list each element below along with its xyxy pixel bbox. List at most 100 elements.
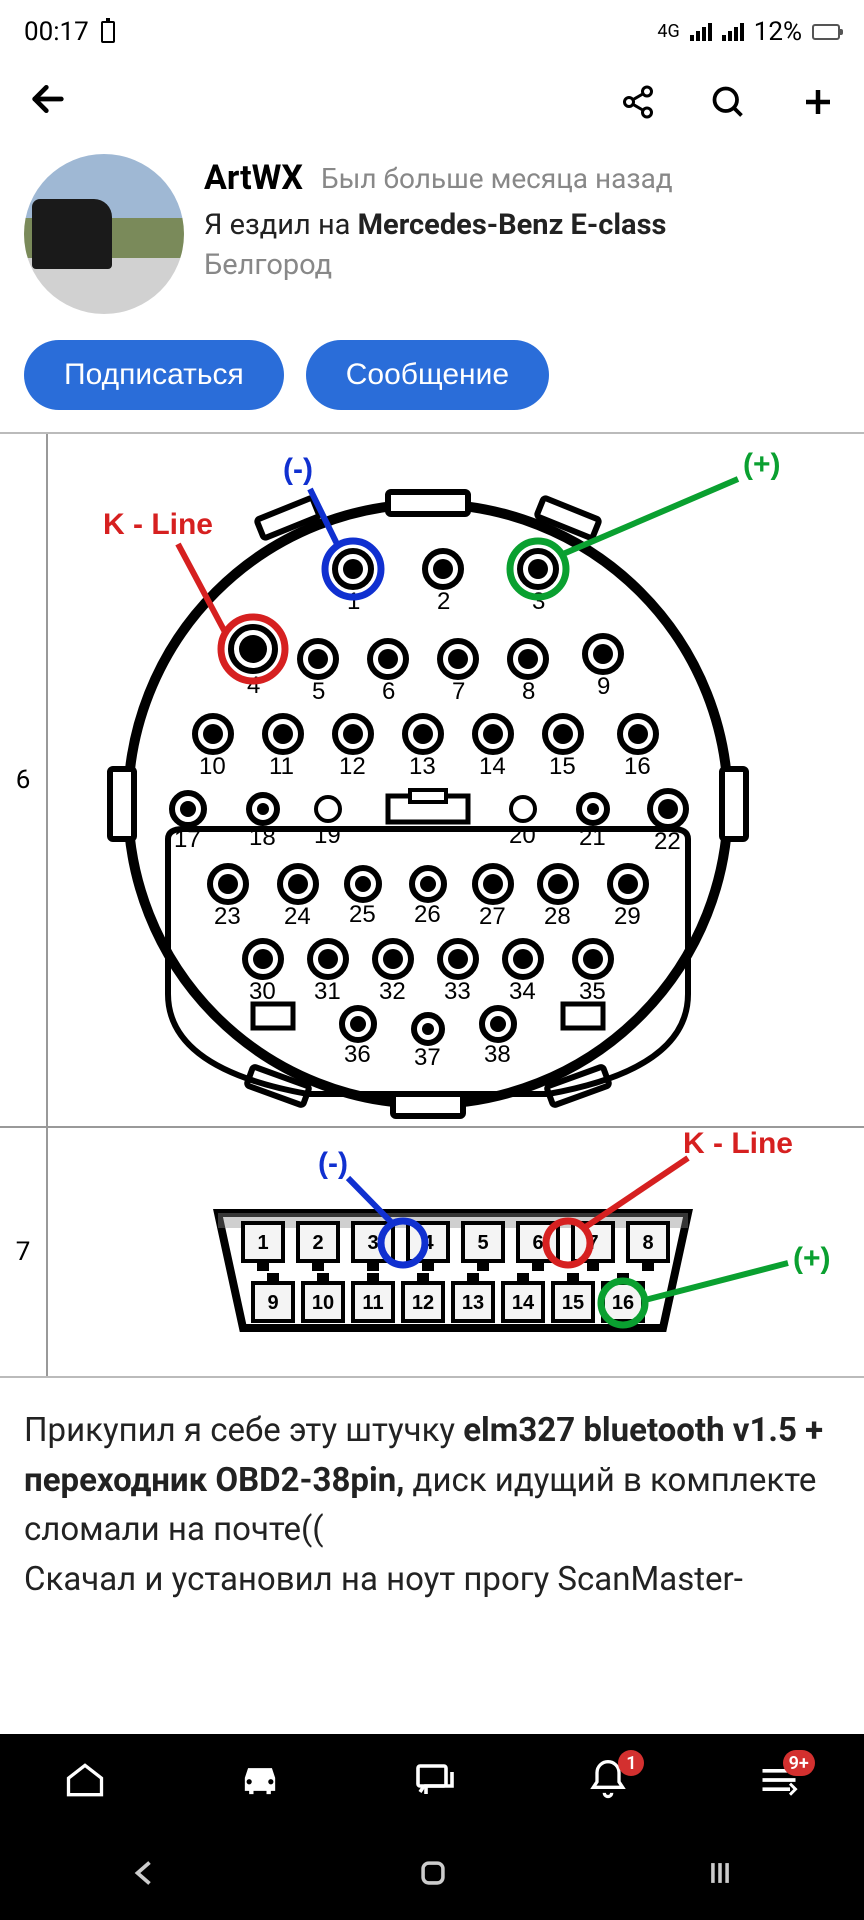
svg-text:14: 14: [479, 753, 506, 780]
subscribe-button[interactable]: Подписаться: [24, 340, 284, 410]
svg-text:6: 6: [532, 1232, 543, 1254]
row-label-7: 7: [0, 1128, 48, 1376]
share-icon[interactable]: [620, 84, 656, 124]
svg-text:3: 3: [367, 1232, 378, 1254]
signal-icon-2: [722, 23, 744, 41]
svg-text:30: 30: [249, 978, 276, 1005]
add-icon[interactable]: [800, 84, 836, 124]
svg-text:4: 4: [247, 672, 260, 699]
svg-text:34: 34: [509, 978, 536, 1005]
nav-car[interactable]: [234, 1754, 286, 1810]
svg-text:20: 20: [509, 822, 536, 849]
nav-menu[interactable]: 9+: [757, 1758, 801, 1806]
kline-label-top: K - Line: [103, 508, 213, 541]
svg-text:25: 25: [349, 901, 376, 928]
svg-text:19: 19: [314, 822, 341, 849]
svg-text:32: 32: [379, 978, 406, 1005]
svg-text:16: 16: [612, 1292, 634, 1314]
bell-badge: 1: [618, 1750, 644, 1776]
message-button[interactable]: Сообщение: [306, 340, 549, 410]
username[interactable]: ArtWX: [204, 158, 303, 198]
svg-text:14: 14: [512, 1292, 535, 1314]
pinout-diagram: 6: [0, 432, 864, 1378]
svg-text:15: 15: [562, 1292, 584, 1314]
article-body: Прикупил я себе эту штучку elm327 blueto…: [0, 1378, 864, 1614]
svg-text:8: 8: [642, 1232, 653, 1254]
svg-text:16: 16: [624, 753, 651, 780]
svg-text:8: 8: [522, 678, 535, 705]
svg-text:2: 2: [312, 1232, 323, 1254]
status-network: 4G: [657, 23, 679, 41]
svg-text:38: 38: [484, 1041, 511, 1068]
row-label-6: 6: [0, 434, 48, 1126]
article-paragraph-1: Прикупил я себе эту штучку elm327 blueto…: [24, 1406, 840, 1555]
svg-text:10: 10: [312, 1292, 334, 1314]
svg-text:36: 36: [344, 1041, 371, 1068]
status-time: 00:17: [24, 17, 89, 47]
svg-text:9: 9: [267, 1292, 278, 1314]
battery-saver-icon: [101, 21, 115, 43]
sys-recents[interactable]: [703, 1856, 737, 1894]
status-bar: 00:17 4G 12%: [0, 0, 864, 64]
svg-text:6: 6: [382, 678, 395, 705]
svg-text:23: 23: [214, 903, 241, 930]
svg-text:15: 15: [549, 753, 576, 780]
svg-text:35: 35: [579, 978, 606, 1005]
svg-text:24: 24: [284, 903, 311, 930]
menu-badge: 9+: [783, 1750, 815, 1776]
plus-label-bottom: (+): [793, 1242, 831, 1275]
car-line[interactable]: Я ездил на Mercedes-Benz E-class: [204, 208, 840, 242]
article-paragraph-2: Скачал и установил на ноут прогу ScanMas…: [24, 1555, 840, 1605]
minus-label-top: (-): [283, 453, 313, 486]
svg-text:7: 7: [452, 678, 465, 705]
obd-connector-svg: 12345678 910111213141516 (-) K - Line (+…: [48, 1128, 864, 1376]
svg-text:28: 28: [544, 903, 571, 930]
action-buttons: Подписаться Сообщение: [0, 322, 864, 432]
svg-text:5: 5: [477, 1232, 488, 1254]
svg-text:3: 3: [532, 588, 545, 615]
avatar[interactable]: [24, 154, 184, 314]
svg-text:11: 11: [362, 1292, 383, 1314]
nav-comments[interactable]: [412, 1756, 460, 1808]
minus-label-bottom: (-): [318, 1147, 348, 1180]
svg-text:13: 13: [409, 753, 436, 780]
svg-text:26: 26: [414, 901, 441, 928]
plus-label-top: (+): [743, 448, 781, 481]
svg-text:13: 13: [462, 1292, 484, 1314]
sys-home[interactable]: [416, 1856, 450, 1894]
svg-text:9: 9: [597, 673, 610, 700]
battery-icon: [812, 24, 840, 40]
svg-text:18: 18: [249, 824, 276, 851]
svg-text:27: 27: [479, 903, 506, 930]
svg-text:1: 1: [257, 1232, 268, 1254]
svg-text:22: 22: [654, 828, 681, 855]
system-nav: [0, 1830, 864, 1920]
app-header: [0, 64, 864, 144]
svg-text:21: 21: [579, 824, 606, 851]
battery-percent: 12%: [754, 17, 802, 47]
bottom-nav: 1 9+: [0, 1734, 864, 1830]
svg-text:31: 31: [314, 978, 341, 1005]
svg-text:33: 33: [444, 978, 471, 1005]
svg-text:29: 29: [614, 903, 641, 930]
svg-text:1: 1: [347, 588, 360, 615]
nav-bell[interactable]: 1: [586, 1758, 630, 1806]
signal-icon-1: [690, 23, 712, 41]
back-button[interactable]: [28, 79, 68, 129]
profile-section: ArtWX Был больше месяца назад Я ездил на…: [0, 144, 864, 322]
svg-text:37: 37: [414, 1044, 441, 1071]
svg-text:11: 11: [269, 753, 294, 780]
svg-text:5: 5: [312, 678, 325, 705]
svg-text:12: 12: [412, 1292, 434, 1314]
svg-text:12: 12: [339, 753, 366, 780]
svg-text:17: 17: [174, 826, 201, 853]
search-icon[interactable]: [710, 84, 746, 124]
city: Белгород: [204, 248, 840, 282]
svg-text:10: 10: [199, 753, 226, 780]
round-connector-svg: 1234567891011121314151617181920212223242…: [48, 434, 864, 1126]
kline-label-bottom: K - Line: [683, 1128, 793, 1160]
last-seen: Был больше месяца назад: [321, 162, 673, 195]
svg-text:2: 2: [437, 588, 450, 615]
nav-home[interactable]: [63, 1758, 107, 1806]
sys-back[interactable]: [127, 1855, 163, 1895]
